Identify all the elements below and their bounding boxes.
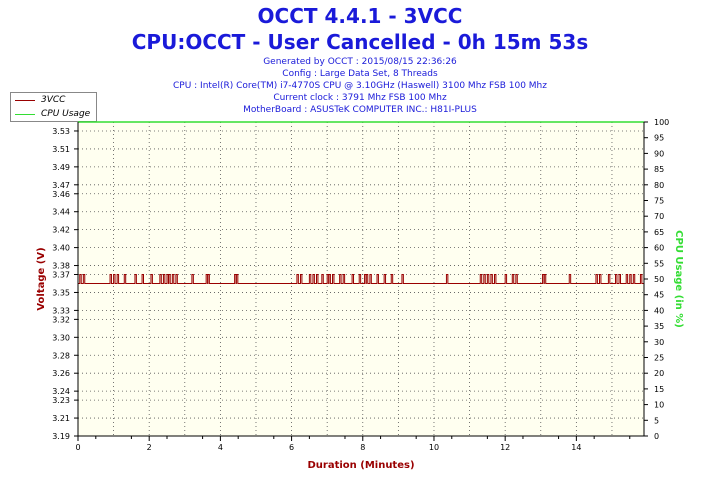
y-tick-label: 3.23 xyxy=(52,396,70,405)
y-tick-label: 3.19 xyxy=(52,432,70,441)
y-tick-label: 3.30 xyxy=(52,333,70,342)
x-axis-title: Duration (Minutes) xyxy=(307,460,414,471)
y2-tick-label: 80 xyxy=(654,181,664,190)
y2-tick-label: 10 xyxy=(654,401,664,410)
y-tick-label: 3.44 xyxy=(52,208,70,217)
legend-label-cpu: CPU Usage xyxy=(41,109,91,119)
y2-tick-label: 90 xyxy=(654,149,664,158)
chart-subtitle: CPU:OCCT - User Cancelled - 0h 15m 53s xyxy=(131,30,589,54)
y2-tick-label: 55 xyxy=(654,259,664,268)
info-generated: Generated by OCCT : 2015/08/15 22:36:26 xyxy=(263,57,457,67)
y-tick-label: 3.53 xyxy=(52,127,70,136)
y2-tick-label: 95 xyxy=(654,134,664,143)
y2-tick-label: 65 xyxy=(654,228,664,237)
legend-swatch-cpu xyxy=(15,113,35,115)
y2-tick-label: 35 xyxy=(654,322,664,331)
legend-swatch-voltage xyxy=(15,99,35,101)
info-clock: Current clock : 3791 Mhz FSB 100 Mhz xyxy=(273,93,447,103)
y-tick-label: 3.28 xyxy=(52,351,70,360)
x-tick-label: 6 xyxy=(289,443,294,452)
x-tick-label: 10 xyxy=(429,443,439,452)
y2-tick-label: 100 xyxy=(654,118,669,127)
y2-tick-label: 0 xyxy=(654,432,659,441)
y2-tick-label: 30 xyxy=(654,338,664,347)
y-tick-label: 3.38 xyxy=(52,262,70,271)
legend-entry-voltage: 3VCC xyxy=(15,94,65,106)
y-tick-label: 3.51 xyxy=(52,145,70,154)
y-axis-title: Voltage (V) xyxy=(36,247,47,310)
x-tick-label: 8 xyxy=(360,443,365,452)
y2-tick-label: 60 xyxy=(654,244,664,253)
y-tick-label: 3.46 xyxy=(52,190,70,199)
info-config: Config : Large Data Set, 8 Threads xyxy=(282,69,438,79)
y-tick-label: 3.42 xyxy=(52,226,70,235)
y-tick-label: 3.35 xyxy=(52,288,70,297)
y-tick-label: 3.32 xyxy=(52,315,70,324)
x-tick-label: 4 xyxy=(218,443,223,452)
y-tick-label: 3.24 xyxy=(52,387,70,396)
y2-axis-title: CPU Usage (in %) xyxy=(673,230,684,328)
x-tick-label: 14 xyxy=(571,443,581,452)
y-tick-label: 3.49 xyxy=(52,163,70,172)
y2-tick-label: 70 xyxy=(654,212,664,221)
x-tick-label: 0 xyxy=(75,443,80,452)
info-cpu: CPU : Intel(R) Core(TM) i7-4770S CPU @ 3… xyxy=(172,81,547,91)
y2-tick-label: 40 xyxy=(654,306,664,315)
y2-tick-label: 20 xyxy=(654,369,664,378)
series-line-3vcc xyxy=(78,274,644,284)
y2-tick-label: 15 xyxy=(654,385,664,394)
y2-tick-label: 25 xyxy=(654,354,664,363)
x-tick-label: 12 xyxy=(500,443,510,452)
y2-tick-label: 45 xyxy=(654,291,664,300)
y2-tick-label: 5 xyxy=(654,416,659,425)
legend-entry-cpu: CPU Usage xyxy=(15,108,90,120)
chart-legend: 3VCC CPU Usage xyxy=(10,92,97,122)
y-tick-label: 3.47 xyxy=(52,181,70,190)
x-tick-label: 2 xyxy=(147,443,152,452)
y-tick-label: 3.33 xyxy=(52,306,70,315)
y-tick-label: 3.26 xyxy=(52,369,70,378)
y-tick-label: 3.37 xyxy=(52,271,70,280)
y-tick-label: 3.40 xyxy=(52,244,70,253)
y2-tick-label: 85 xyxy=(654,165,664,174)
info-motherboard: MotherBoard : ASUSTeK COMPUTER INC.: H81… xyxy=(243,105,477,115)
y-tick-label: 3.21 xyxy=(52,414,70,423)
legend-label-voltage: 3VCC xyxy=(41,95,66,105)
y2-tick-label: 50 xyxy=(654,275,664,284)
y2-tick-label: 75 xyxy=(654,197,664,206)
chart-title: OCCT 4.4.1 - 3VCC xyxy=(257,4,463,28)
